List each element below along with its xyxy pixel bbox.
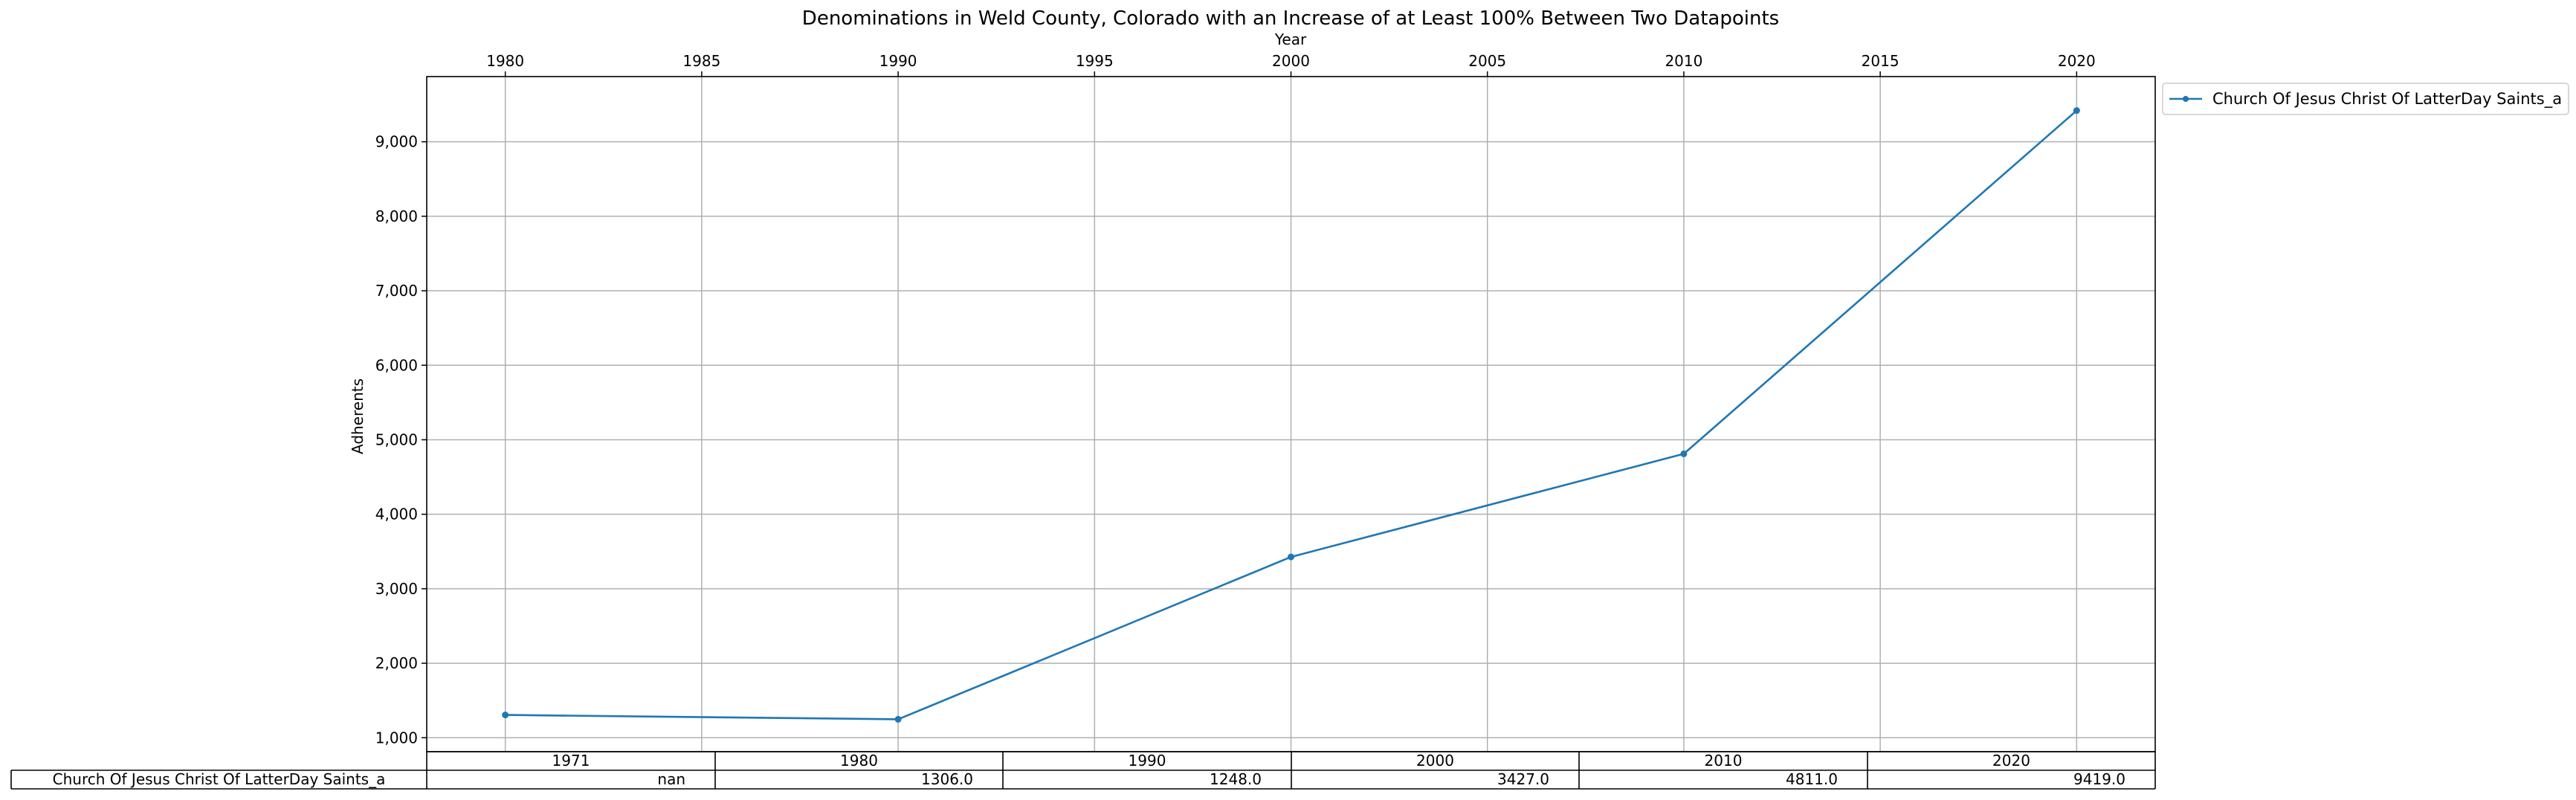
y-tick-label: 3,000 xyxy=(375,580,418,598)
x-tick-label: 2015 xyxy=(1862,52,1899,70)
table-column-header: 1971 xyxy=(552,752,590,770)
x-axis-label: Year xyxy=(1274,30,1307,48)
table-column-header: 2000 xyxy=(1416,752,1454,770)
x-tick-label: 2000 xyxy=(1272,52,1310,70)
y-tick-label: 5,000 xyxy=(375,430,418,448)
data-table: 1971 1980 1990 2000 2010 2020 Church Of Jesus … xyxy=(10,751,2156,790)
table-cell: 1248.0 xyxy=(1210,770,1262,788)
table-cell: 3427.0 xyxy=(1497,770,1549,788)
table-column-header: 1990 xyxy=(1129,752,1166,770)
data-point xyxy=(1288,553,1294,561)
legend-point-marker xyxy=(2183,96,2189,102)
table-cell: nan xyxy=(657,770,685,788)
data-point xyxy=(894,715,902,723)
x-axis-ticks: 1980 1985 1990 1995 2000 2005 2010 2015 2020 xyxy=(486,52,2096,77)
table-column-header: 1980 xyxy=(840,752,878,770)
table-cell: 4811.0 xyxy=(1786,770,1838,788)
table-row-label: Church Of Jesus Christ Of LatterDay Sain… xyxy=(53,770,386,788)
legend-label: Church Of Jesus Christ Of LatterDay Sain… xyxy=(2212,90,2562,109)
y-axis-label: Adherents xyxy=(349,378,367,454)
series-layer xyxy=(502,107,2080,723)
gridlines xyxy=(427,77,2155,752)
x-tick-label: 2020 xyxy=(2058,52,2096,70)
y-tick-label: 7,000 xyxy=(375,282,418,300)
table-cell: 1306.0 xyxy=(921,770,973,788)
x-tick-label: 1995 xyxy=(1076,52,1114,70)
x-tick-label: 2010 xyxy=(1665,52,1702,70)
data-point xyxy=(1680,450,1688,457)
x-tick-label: 1990 xyxy=(879,52,917,70)
table-cell: 9419.0 xyxy=(2073,770,2125,788)
x-tick-label: 1980 xyxy=(486,52,524,70)
legend: Church Of Jesus Christ Of LatterDay Sain… xyxy=(2162,83,2569,115)
y-tick-label: 2,000 xyxy=(375,654,418,672)
data-point xyxy=(502,712,509,719)
y-tick-label: 4,000 xyxy=(375,506,418,523)
table-column-header: 2020 xyxy=(1992,752,2030,770)
y-tick-label: 8,000 xyxy=(375,207,418,225)
legend-box xyxy=(2162,83,2569,115)
y-tick-label: 9,000 xyxy=(375,133,418,151)
x-tick-label: 1985 xyxy=(682,52,720,70)
y-axis-ticks: 1,000 2,000 3,000 4,000 5,000 6,000 7,000 8,000… xyxy=(375,133,427,746)
y-tick-label: 1,000 xyxy=(375,729,418,746)
table-column-header: 2010 xyxy=(1705,752,1743,770)
data-point xyxy=(2073,107,2080,114)
chart-title: Denominations in Weld County, Colorado w… xyxy=(802,7,1779,30)
y-tick-label: 6,000 xyxy=(375,356,418,374)
x-tick-label: 2005 xyxy=(1468,52,1506,70)
